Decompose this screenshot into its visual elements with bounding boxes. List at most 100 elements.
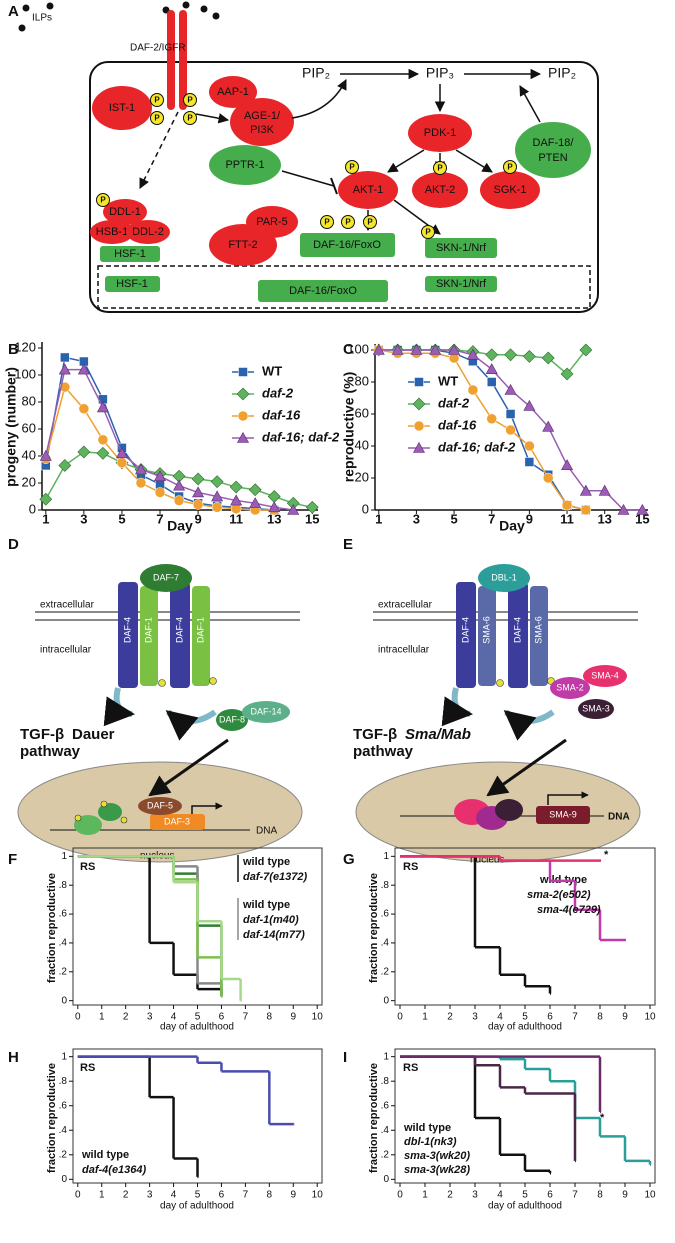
label: AGE-1/ [244,110,281,122]
marker [77,363,90,375]
arrow [486,738,567,797]
label: DDL-2 [132,226,164,238]
label: 0 [383,1174,389,1185]
label: 10 [312,1012,324,1023]
label: P [345,218,351,227]
label: DAF-1 [143,617,153,643]
arrow [519,85,541,123]
label: .4 [59,1125,68,1136]
node-shape [90,220,134,244]
label: 4 [497,1190,503,1201]
label: 3 [472,1012,478,1023]
receptor [530,586,548,686]
label: TGF-β [353,726,397,743]
label: DNA [608,812,630,823]
label: fraction reproductive [46,1063,58,1173]
node-box [425,276,497,292]
receptor [456,582,476,688]
label: 15 [305,511,319,526]
label: P [100,196,106,205]
label: PIP₂ [302,65,330,81]
label: wild type [242,856,290,868]
receptor [170,582,190,688]
label: 7 [156,511,163,526]
legend-marker [236,431,250,443]
label: DAF-4 [460,617,470,643]
connector [441,687,473,727]
label: * [600,1112,605,1124]
label: SMA-3 [582,703,610,713]
legend-marker [413,420,425,432]
node-shape [495,799,523,821]
arrow [195,113,230,124]
node-shape [583,665,627,687]
label: daf-7(e1372) [243,871,308,883]
label: 10 [644,1190,656,1201]
phospho [96,193,110,207]
label: DAF-7 [153,572,179,582]
label: progeny (number) [3,367,19,487]
marker [561,459,574,471]
marker [466,348,479,360]
marker [617,503,630,515]
label: .6 [59,909,68,920]
label: P [154,114,160,123]
label: 0 [75,1012,81,1023]
label: Dauer [72,726,115,743]
marker [410,343,423,355]
node-shape [480,171,540,209]
marker [96,446,110,460]
label: 2 [447,1012,453,1023]
label: Day [167,518,193,534]
label: 1 [383,1051,389,1062]
ligand-dot [46,2,54,10]
node-shape [209,145,281,185]
marker [173,495,185,506]
label: 13 [597,511,611,526]
marker [579,484,592,496]
label: dbl-1(nk3) [404,1136,457,1148]
label: DAF-4 [512,617,522,643]
node-shape [126,220,170,244]
label: daf-16 [438,417,477,432]
label: DAF-4 [122,617,132,643]
label: P [367,218,373,227]
label: day of adulthood [488,1201,562,1212]
label: 4 [171,1012,177,1023]
marker [191,472,205,486]
label: 60 [22,420,36,435]
label: day of adulthood [160,1201,234,1212]
label: P [349,163,355,172]
phospho [100,800,108,808]
label: .8 [59,880,68,891]
label: RS [403,861,418,873]
label: 9 [194,511,201,526]
node-shape [138,797,182,815]
label: day of adulthood [160,1022,234,1033]
marker [210,475,224,489]
phospho [183,111,197,125]
label: 1 [61,1051,67,1062]
label: PIP₂ [548,65,576,81]
label: P [437,164,443,173]
marker [268,501,281,513]
label: AKT-1 [353,184,384,196]
phospho [150,111,164,125]
label: reproductive (%) [341,372,357,482]
node-shape [92,86,152,130]
label: 3 [80,511,87,526]
ligand [140,564,192,592]
label: 7 [572,1012,578,1023]
label: DDL-1 [109,206,141,218]
node-shape [515,122,591,178]
label: P [324,218,330,227]
label: 15 [635,511,649,526]
label: 8 [597,1012,603,1023]
label: ILPs [32,13,52,24]
label: pathway [20,743,81,760]
label: 13 [267,511,281,526]
label: 9 [622,1190,628,1201]
label: .2 [381,1149,390,1160]
label: SGK-1 [493,184,526,196]
label: fraction reproductive [368,1063,380,1173]
